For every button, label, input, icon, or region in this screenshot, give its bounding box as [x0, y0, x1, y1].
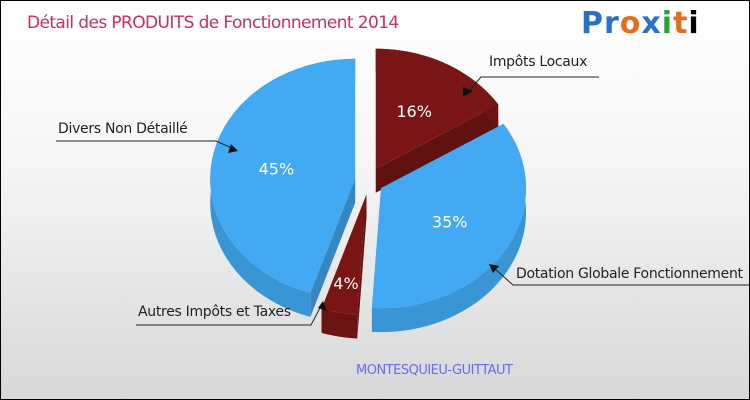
pie-slice-2: 4% — [321, 194, 367, 339]
arrow-autres — [318, 301, 327, 311]
callout-divers: Divers Non Détaillé — [58, 121, 188, 137]
slice-wall-0 — [310, 178, 356, 317]
callout-impots-locaux: Impôts Locaux — [489, 54, 588, 70]
arrow-impots-locaux — [463, 87, 473, 97]
pct-label: 45% — [259, 159, 295, 178]
arrow-divers — [228, 144, 238, 153]
slice-top — [210, 58, 356, 293]
slice-top — [371, 123, 527, 309]
slice-wall-1 — [375, 104, 499, 193]
slice-wall-0 — [357, 194, 367, 339]
proxiti-logo: Proxiti — [581, 6, 700, 41]
slice-side — [321, 308, 358, 339]
pct-label: 35% — [432, 213, 468, 232]
callout-dotation: Dotation Globale Fonctionnement — [516, 266, 743, 282]
pct-label: 4% — [333, 274, 358, 293]
slice-top — [321, 194, 367, 315]
slice-top — [375, 48, 499, 169]
pie-slice-0: 16% — [375, 48, 499, 193]
leader-line-divers — [56, 140, 235, 150]
chart-title: Détail des PRODUITS de Fonctionnement 20… — [27, 13, 399, 33]
arrow-dotation — [489, 264, 499, 273]
pie-slice-3: 45% — [210, 58, 356, 317]
leader-line-autres — [136, 305, 322, 326]
slice-side — [371, 123, 527, 333]
leader-line-impots-locaux — [466, 76, 599, 94]
pie-slice-1: 35% — [371, 123, 527, 333]
town-name: MONTESQUIEU-GUITTAUT — [356, 363, 513, 378]
pct-label: 16% — [396, 102, 432, 121]
callout-autres: Autres Impôts et Taxes — [138, 304, 291, 320]
leader-line-dotation — [492, 266, 749, 286]
